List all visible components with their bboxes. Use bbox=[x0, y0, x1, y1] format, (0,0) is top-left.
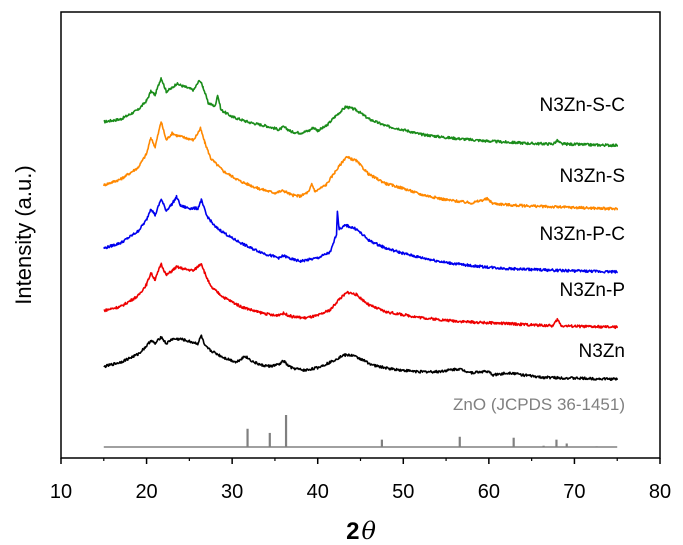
series-layer bbox=[103, 77, 619, 382]
series-line-n3zn-p-c bbox=[103, 194, 618, 274]
x-tick-label: 70 bbox=[563, 481, 585, 503]
series-line-n3zn-p bbox=[103, 262, 619, 330]
x-tick-label: 30 bbox=[221, 481, 243, 503]
x-tick-label: 50 bbox=[392, 481, 414, 503]
series-label-n3zn-p: N3Zn-P bbox=[560, 280, 625, 301]
x-tick-label: 60 bbox=[478, 481, 500, 503]
series-label-n3zn: N3Zn bbox=[579, 341, 625, 362]
x-axis-title-number: 2 bbox=[346, 518, 359, 545]
series-label-n3zn-s: N3Zn-S bbox=[560, 166, 625, 187]
x-axis-title: 2θ bbox=[346, 517, 376, 545]
series-line-n3zn-s bbox=[103, 121, 619, 211]
series-line-n3zn-s-c bbox=[103, 77, 619, 148]
series-labels: N3Zn-S-C N3Zn-S N3Zn-P-C N3Zn-P N3Zn bbox=[539, 95, 625, 362]
reference-stick-layer bbox=[103, 415, 618, 448]
y-axis-title: Intensity (a.u.) bbox=[11, 165, 36, 304]
series-line-n3zn bbox=[103, 334, 619, 382]
x-tick-label: 40 bbox=[307, 481, 329, 503]
x-tick-label: 20 bbox=[135, 481, 157, 503]
x-tick-label: 80 bbox=[649, 481, 671, 503]
series-label-n3zn-s-c: N3Zn-S-C bbox=[539, 95, 625, 116]
reference-label: ZnO (JCPDS 36-1451) bbox=[453, 395, 625, 414]
x-tick-label: 10 bbox=[50, 481, 72, 503]
x-axis-title-symbol: θ bbox=[361, 517, 376, 545]
x-axis-ticks: 10 20 30 40 50 60 70 80 bbox=[50, 458, 671, 503]
series-label-n3zn-p-c: N3Zn-P-C bbox=[539, 224, 625, 245]
